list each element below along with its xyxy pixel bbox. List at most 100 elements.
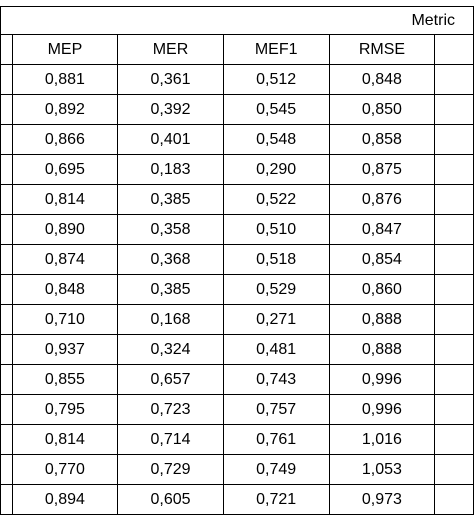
row-label-cell <box>0 244 13 275</box>
table-row: 0,814 0,714 0,761 1,016 <box>0 424 474 455</box>
cell-mer: 0,723 <box>117 394 224 425</box>
cell-rmse: 0,848 <box>328 64 436 95</box>
cell-rmse: 1,016 <box>328 424 436 455</box>
cell-mep: 0,881 <box>11 64 119 95</box>
column-header-mep: MEP <box>11 34 119 65</box>
cell-mef1: 0,721 <box>222 484 330 515</box>
row-label-cell <box>0 214 13 245</box>
cell-mep: 0,814 <box>11 184 119 215</box>
extra-column-cell <box>434 184 474 215</box>
row-label-cell <box>0 64 13 95</box>
cell-mef1: 0,529 <box>222 274 330 305</box>
column-header-mer: MER <box>117 34 224 65</box>
table-row: 0,695 0,183 0,290 0,875 <box>0 154 474 185</box>
extra-column-cell <box>434 334 474 365</box>
extra-column-header <box>434 34 474 65</box>
row-label-cell <box>0 304 13 335</box>
table-row: 0,890 0,358 0,510 0,847 <box>0 214 474 245</box>
table-row: 0,710 0,168 0,271 0,888 <box>0 304 474 335</box>
extra-column-cell <box>434 364 474 395</box>
group-header-row: Metric <box>0 6 474 35</box>
column-header-mef1: MEF1 <box>222 34 330 65</box>
cell-mer: 0,385 <box>117 184 224 215</box>
extra-column-cell <box>434 484 474 515</box>
cell-mef1: 0,522 <box>222 184 330 215</box>
cell-mef1: 0,743 <box>222 364 330 395</box>
cell-mef1: 0,271 <box>222 304 330 335</box>
extra-column-cell <box>434 214 474 245</box>
cell-mep: 0,866 <box>11 124 119 155</box>
row-label-cell <box>0 154 13 185</box>
extra-column-cell <box>434 124 474 155</box>
cell-mer: 0,361 <box>117 64 224 95</box>
cell-rmse: 0,996 <box>328 394 436 425</box>
cell-rmse: 0,854 <box>328 244 436 275</box>
extra-column-cell <box>434 424 474 455</box>
cell-rmse: 0,847 <box>328 214 436 245</box>
cell-mef1: 0,757 <box>222 394 330 425</box>
row-label-cell <box>0 364 13 395</box>
cell-mer: 0,729 <box>117 454 224 485</box>
row-label-cell <box>0 184 13 215</box>
extra-column-cell <box>434 274 474 305</box>
row-label-cell <box>0 124 13 155</box>
table-row: 0,855 0,657 0,743 0,996 <box>0 364 474 395</box>
table-row: 0,814 0,385 0,522 0,876 <box>0 184 474 215</box>
cell-mep: 0,874 <box>11 244 119 275</box>
cell-mef1: 0,749 <box>222 454 330 485</box>
table-row: 0,848 0,385 0,529 0,860 <box>0 274 474 305</box>
cell-mep: 0,848 <box>11 274 119 305</box>
cell-rmse: 0,888 <box>328 304 436 335</box>
extra-column-cell <box>434 244 474 275</box>
cell-mef1: 0,512 <box>222 64 330 95</box>
row-label-cell <box>0 484 13 515</box>
cell-mep: 0,710 <box>11 304 119 335</box>
cell-mer: 0,392 <box>117 94 224 125</box>
cell-mer: 0,168 <box>117 304 224 335</box>
cell-rmse: 0,858 <box>328 124 436 155</box>
cell-mep: 0,892 <box>11 94 119 125</box>
extra-column-cell <box>434 454 474 485</box>
cell-mep: 0,770 <box>11 454 119 485</box>
row-label-cell <box>0 94 13 125</box>
cell-mer: 0,605 <box>117 484 224 515</box>
extra-column-cell <box>434 394 474 425</box>
cell-mep: 0,814 <box>11 424 119 455</box>
cell-mef1: 0,548 <box>222 124 330 155</box>
cell-mer: 0,368 <box>117 244 224 275</box>
cell-mep: 0,855 <box>11 364 119 395</box>
cell-mef1: 0,545 <box>222 94 330 125</box>
cell-rmse: 0,876 <box>328 184 436 215</box>
row-label-cell <box>0 454 13 485</box>
row-label-cell <box>0 274 13 305</box>
group-header-spacer <box>0 6 224 35</box>
extra-column-cell <box>434 304 474 335</box>
cell-mef1: 0,290 <box>222 154 330 185</box>
cell-mef1: 0,510 <box>222 214 330 245</box>
cell-rmse: 0,875 <box>328 154 436 185</box>
table-row: 0,892 0,392 0,545 0,850 <box>0 94 474 125</box>
table-row: 0,874 0,368 0,518 0,854 <box>0 244 474 275</box>
cell-mer: 0,358 <box>117 214 224 245</box>
cell-mep: 0,894 <box>11 484 119 515</box>
cell-mep: 0,695 <box>11 154 119 185</box>
row-label-cell <box>0 424 13 455</box>
cell-rmse: 0,888 <box>328 334 436 365</box>
table-row: 0,937 0,324 0,481 0,888 <box>0 334 474 365</box>
cell-mer: 0,385 <box>117 274 224 305</box>
metrics-table-container: Metric MEP MER MEF1 RMSE 0,881 0,361 0,512… <box>0 6 474 515</box>
cell-mer: 0,657 <box>117 364 224 395</box>
cell-rmse: 0,860 <box>328 274 436 305</box>
extra-column-cell <box>434 64 474 95</box>
cell-mer: 0,714 <box>117 424 224 455</box>
cell-rmse: 0,850 <box>328 94 436 125</box>
cell-mep: 0,890 <box>11 214 119 245</box>
cell-mef1: 0,481 <box>222 334 330 365</box>
table-row: 0,894 0,605 0,721 0,973 <box>0 484 474 515</box>
cell-mef1: 0,518 <box>222 244 330 275</box>
cell-mer: 0,324 <box>117 334 224 365</box>
table-row: 0,866 0,401 0,548 0,858 <box>0 124 474 155</box>
table-row: 0,881 0,361 0,512 0,848 <box>0 64 474 95</box>
cell-mep: 0,795 <box>11 394 119 425</box>
metric-group-header: Metric <box>223 6 474 35</box>
